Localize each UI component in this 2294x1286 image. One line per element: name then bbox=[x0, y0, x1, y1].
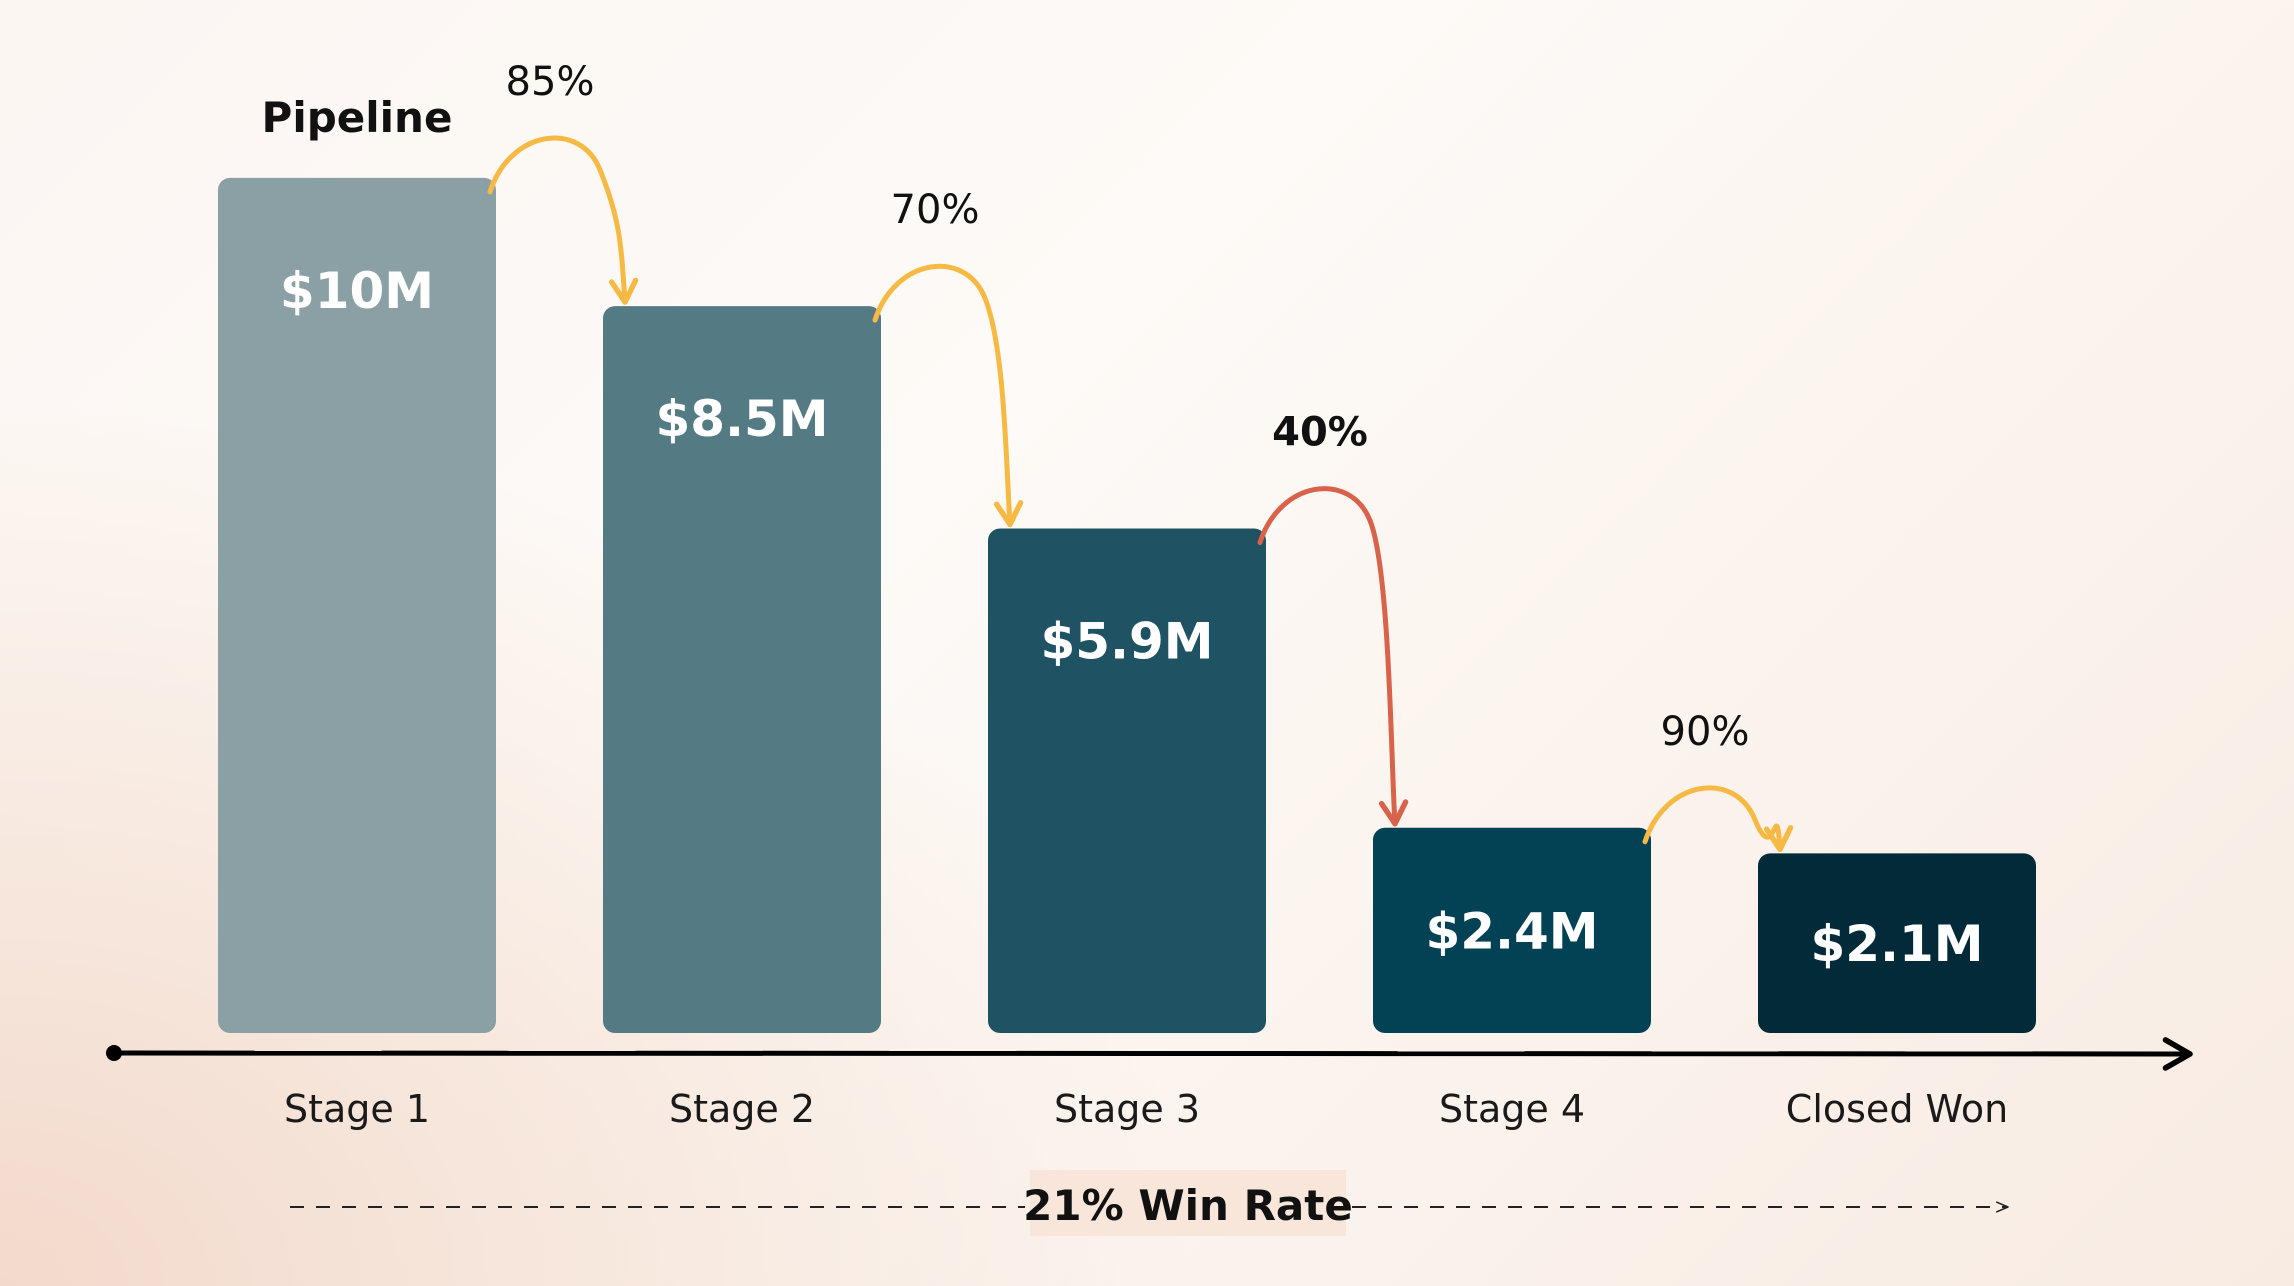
x-axis-origin-dot bbox=[106, 1045, 122, 1061]
x-tick-label: Stage 1 bbox=[284, 1087, 430, 1131]
bar-value-label: $8.5M bbox=[655, 390, 828, 448]
win-rate-label: 21% Win Rate bbox=[1023, 1181, 1353, 1230]
x-tick-label: Stage 2 bbox=[669, 1087, 815, 1131]
conversion-arrow bbox=[487, 135, 639, 305]
chart-title: Pipeline bbox=[262, 93, 453, 142]
conversion-rate-label: 85% bbox=[506, 59, 595, 105]
conversion-arrow bbox=[1642, 785, 1794, 853]
conversion-arrows-layer: 85% 70% 40% 90% bbox=[487, 59, 1794, 853]
bar-value-label: $10M bbox=[280, 262, 434, 320]
bar-stage-1 bbox=[218, 177, 496, 1034]
bars-layer: $10M $8.5M $5.9M $2.4M $2.1M bbox=[218, 177, 2036, 1034]
conversion-rate-label: 90% bbox=[1661, 709, 1750, 755]
x-tick-label: Stage 4 bbox=[1439, 1087, 1585, 1131]
x-tick-label: Closed Won bbox=[1786, 1087, 2008, 1131]
conversion-rate-label: 70% bbox=[891, 187, 980, 233]
bar-value-label: $2.4M bbox=[1425, 902, 1598, 960]
bar-value-label: $5.9M bbox=[1040, 612, 1213, 670]
x-tick-labels: Stage 1 Stage 2 Stage 3 Stage 4 Closed Won bbox=[284, 1087, 2008, 1131]
bar-stage-2 bbox=[603, 306, 881, 1033]
x-tick-label: Stage 3 bbox=[1054, 1087, 1200, 1131]
bar-stage-3 bbox=[988, 528, 1266, 1033]
x-axis-line bbox=[113, 1037, 2193, 1071]
conversion-arrow bbox=[1257, 486, 1409, 827]
conversion-rate-label: 40% bbox=[1272, 409, 1368, 455]
win-rate-label-bg bbox=[1030, 1170, 1346, 1236]
bar-closed-won bbox=[1758, 853, 2036, 1033]
conversion-arrow bbox=[872, 263, 1024, 528]
bar-stage-4 bbox=[1373, 827, 1651, 1033]
bar-value-label: $2.1M bbox=[1810, 915, 1983, 973]
